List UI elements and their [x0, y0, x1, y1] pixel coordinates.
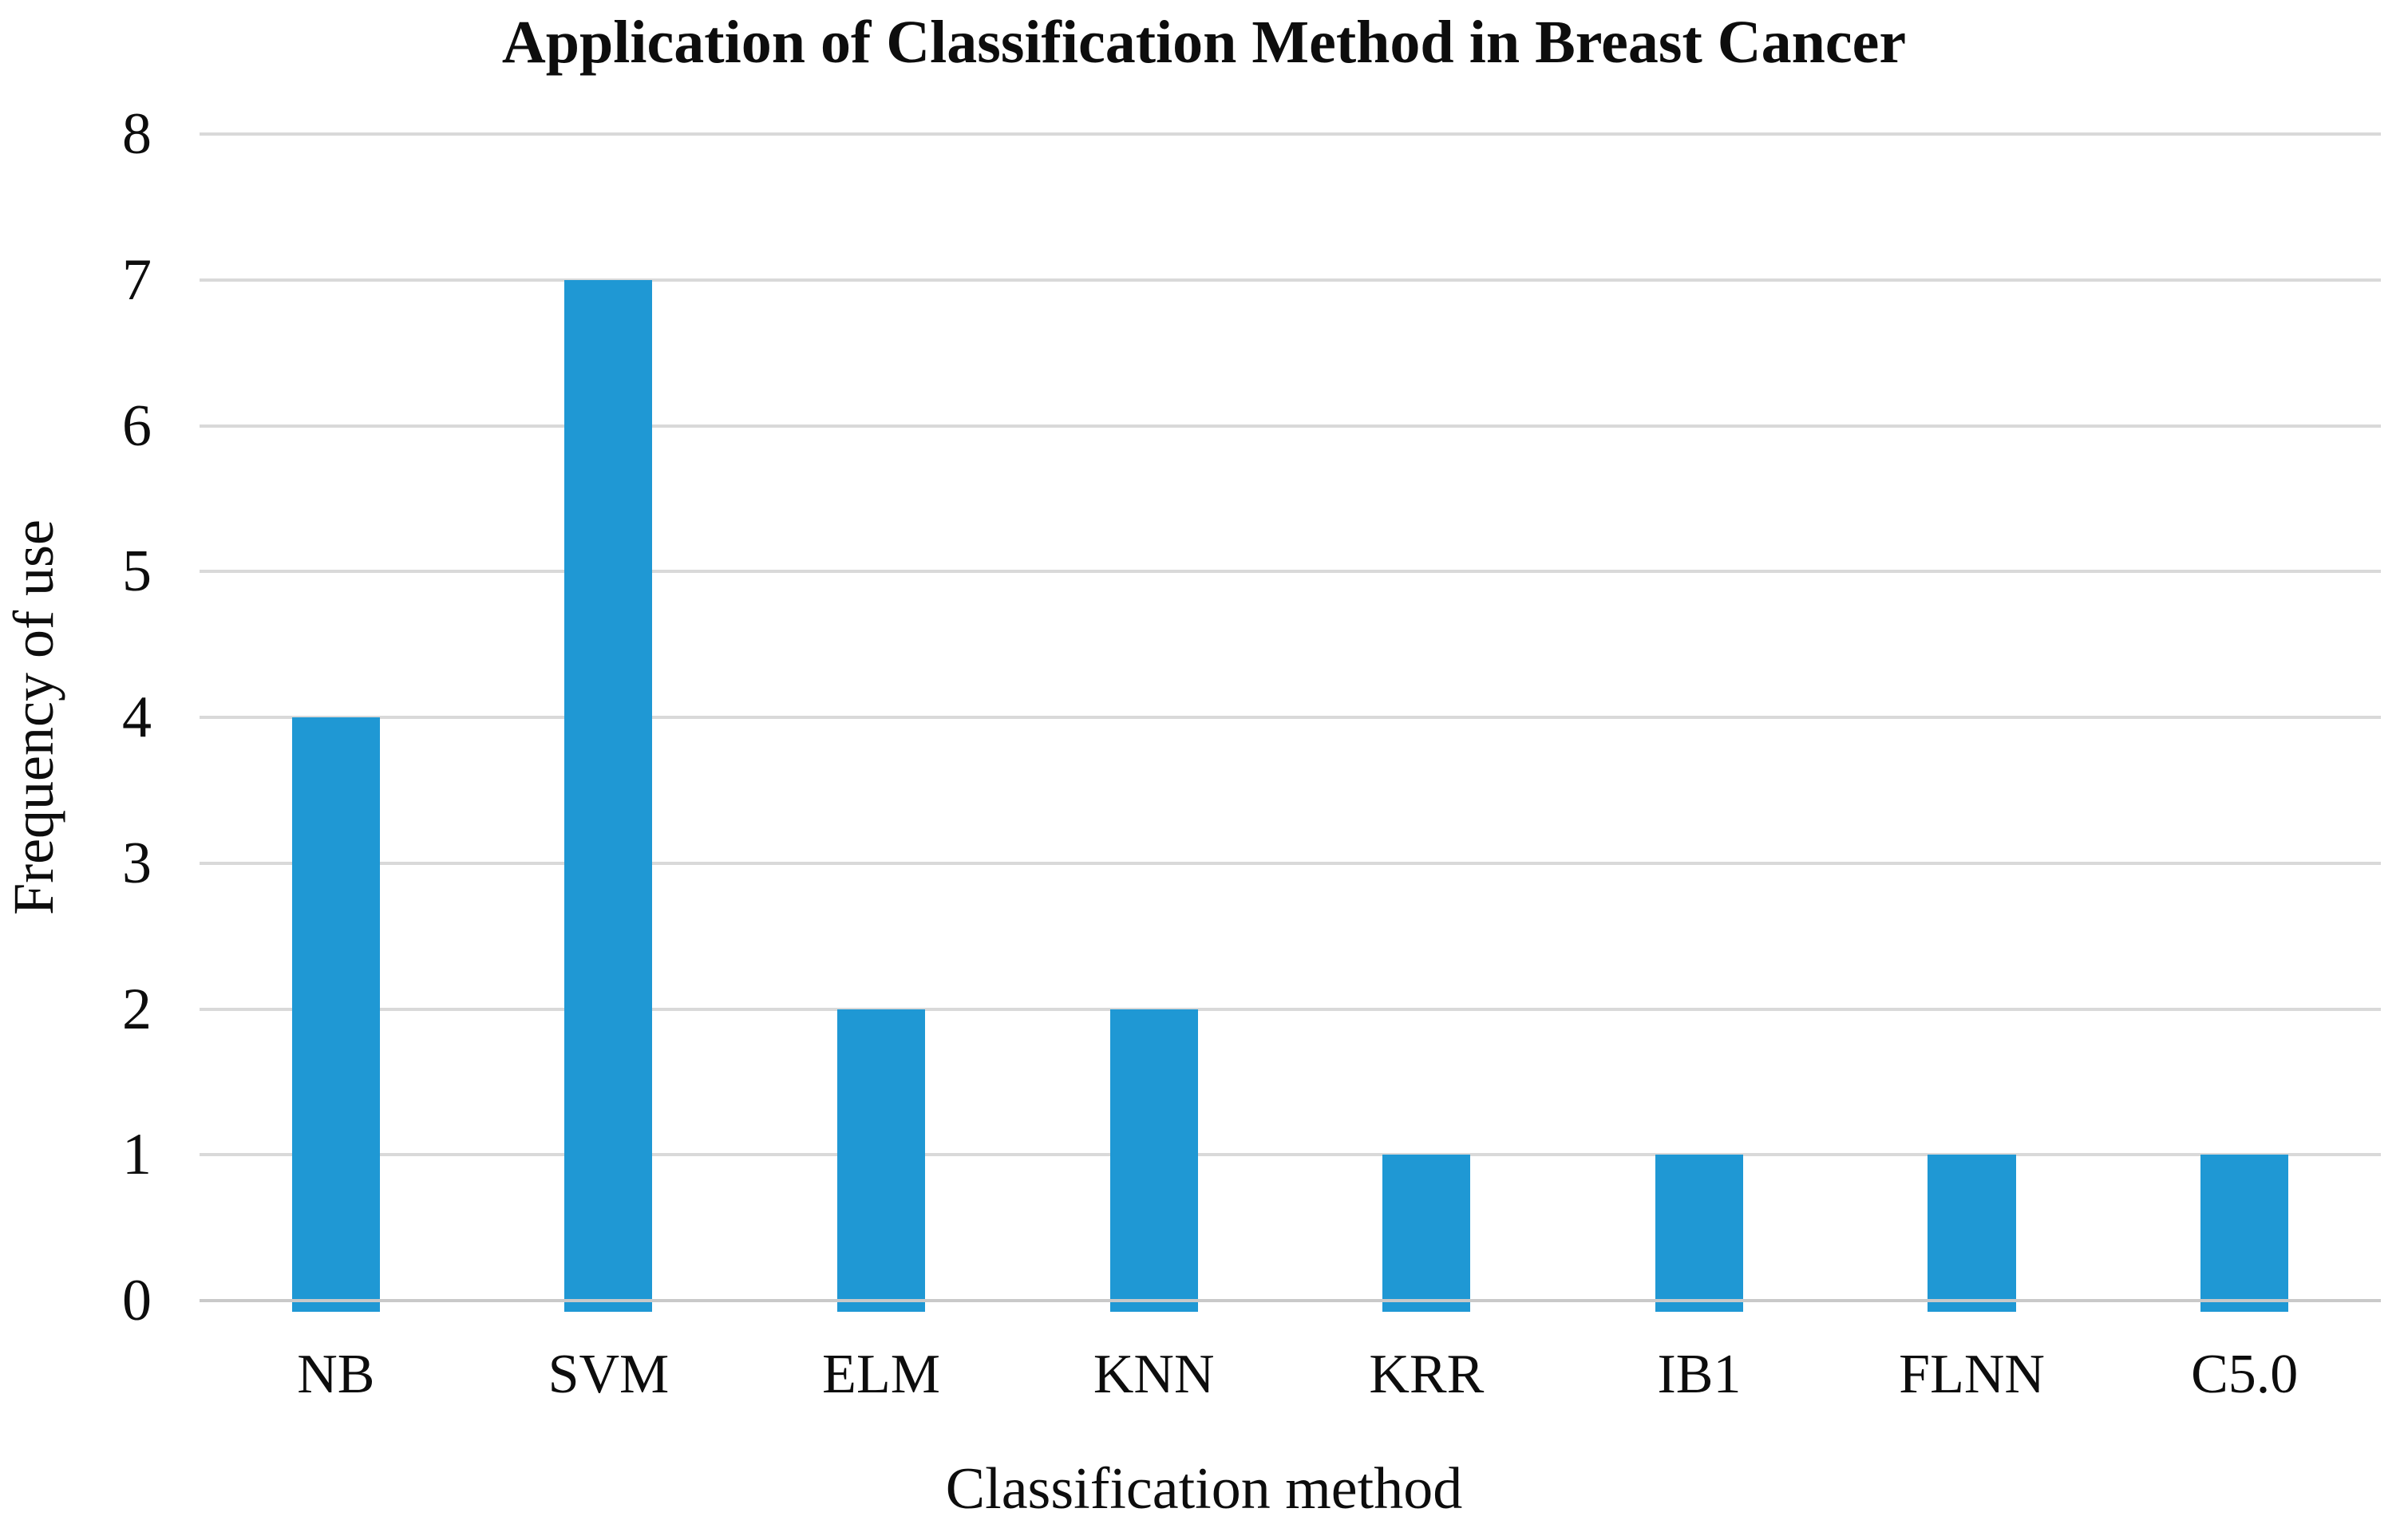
gridline	[200, 278, 2381, 282]
y-tick-label: 2	[122, 976, 152, 1042]
gridline	[200, 132, 2381, 136]
x-category-label: C5.0	[2191, 1344, 2299, 1405]
x-axis-line	[200, 1299, 2381, 1302]
gridline	[200, 861, 2381, 865]
x-category-label: IB1	[1657, 1344, 1742, 1405]
chart-title: Application of Classification Method in …	[501, 9, 1907, 76]
gridline	[200, 1153, 2381, 1157]
y-tick-label: 4	[122, 685, 152, 750]
bar-flnn	[1928, 1155, 2016, 1312]
y-tick-label: 7	[122, 247, 152, 313]
y-tick-label: 0	[122, 1268, 152, 1333]
x-category-label: FLNN	[1899, 1344, 2045, 1405]
x-axis-title: Classification method	[945, 1456, 1463, 1522]
y-tick-label: 5	[122, 539, 152, 605]
x-axis-category-labels: NB SVM ELM KNN KRR IB1 FLNN C5.0	[200, 1301, 2381, 1420]
bar-c5-0	[2200, 1155, 2289, 1312]
x-category-label: KNN	[1093, 1344, 1215, 1405]
x-category-label: ELM	[822, 1344, 940, 1405]
y-tick-label: 6	[122, 393, 152, 459]
gridline	[200, 570, 2381, 574]
bar-ib1	[1655, 1155, 1743, 1312]
bar-knn	[1109, 1009, 1198, 1312]
bar-elm	[836, 1009, 926, 1312]
plot-area	[200, 132, 2381, 1312]
y-tick-label: 3	[122, 830, 152, 896]
bar-nb	[291, 717, 380, 1312]
y-tick-label: 8	[122, 101, 152, 167]
y-tick-label: 1	[122, 1122, 152, 1188]
bar-svm	[564, 279, 653, 1312]
x-category-label: KRR	[1369, 1344, 1485, 1405]
gridline	[200, 716, 2381, 719]
x-category-label: NB	[297, 1344, 375, 1405]
bar-krr	[1382, 1155, 1471, 1312]
gridline	[200, 1007, 2381, 1011]
gridline	[200, 424, 2381, 428]
x-category-label: SVM	[548, 1344, 670, 1405]
